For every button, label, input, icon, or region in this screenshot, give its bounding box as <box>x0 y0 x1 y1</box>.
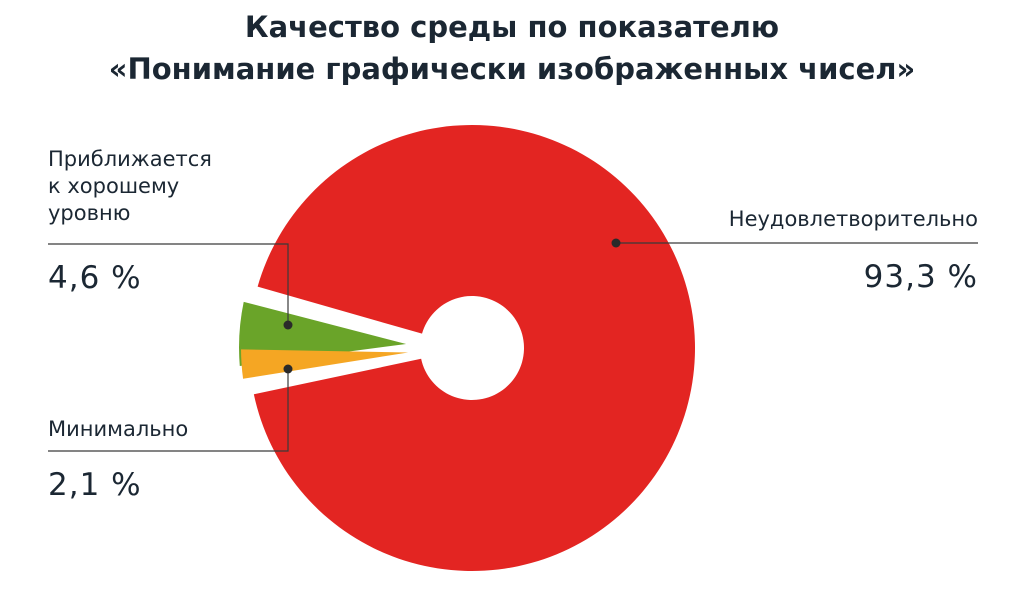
label-approaching-good-line-1: Приближается <box>48 147 212 171</box>
leader-dot-unsatisfactory <box>611 238 621 248</box>
pie-slice-approaching-good <box>239 301 407 366</box>
label-minimal: Минимально <box>48 417 188 441</box>
label-approaching-good-line-3: уровню <box>48 201 130 225</box>
chart-title: Качество среды по показателю «Понимание … <box>0 6 1024 90</box>
leader-dot-approaching-good <box>283 320 293 330</box>
chart-title-line-2: «Понимание графически изображенных чисел… <box>108 52 916 86</box>
leader-line-approaching-good <box>48 243 289 325</box>
leader-dot-minimal <box>283 364 293 374</box>
pie-slice-неудовлетворительно <box>253 124 695 571</box>
pie-slice-minimal <box>241 349 409 379</box>
value-approaching-good: 4,6 % <box>48 260 142 296</box>
chart-title-line-1: Качество среды по показателю <box>244 10 780 44</box>
label-unsatisfactory: Неудовлетворительно <box>729 207 978 231</box>
value-minimal: 2,1 % <box>48 467 142 503</box>
label-approaching-good-line-2: к хорошему <box>48 174 179 198</box>
value-unsatisfactory: 93,3 % <box>864 259 978 295</box>
leader-line-minimal <box>48 369 289 452</box>
